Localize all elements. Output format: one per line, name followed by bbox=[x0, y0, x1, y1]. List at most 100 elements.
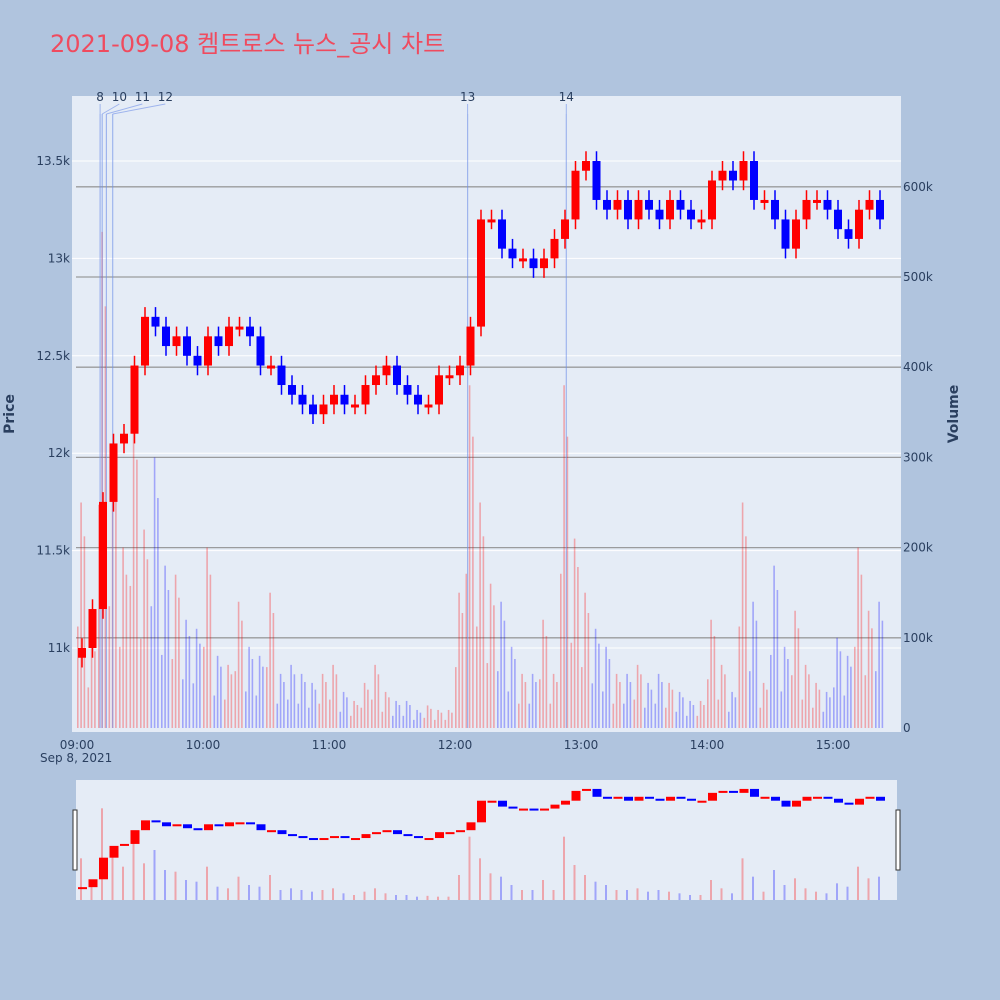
volume-bar bbox=[549, 703, 552, 728]
volume-bar bbox=[577, 566, 579, 728]
volume-bar bbox=[657, 673, 660, 728]
range-candle bbox=[214, 824, 224, 827]
volume-bar bbox=[164, 565, 166, 728]
volume-bar bbox=[395, 700, 397, 728]
volume-bar bbox=[371, 699, 373, 728]
volume-bar bbox=[209, 574, 212, 728]
candle-body bbox=[519, 258, 527, 262]
range-candle bbox=[246, 822, 255, 825]
range-volume-bar bbox=[542, 880, 544, 900]
range-candle bbox=[361, 834, 371, 839]
range-volume-bar bbox=[867, 878, 870, 900]
news-marker-label: 14 bbox=[559, 90, 574, 104]
candle-body bbox=[309, 404, 317, 415]
volume-bar bbox=[766, 689, 768, 728]
volume-bar bbox=[615, 673, 618, 728]
range-candle bbox=[655, 798, 665, 801]
candle-body bbox=[613, 199, 622, 210]
volume-bar bbox=[640, 674, 642, 728]
range-volume-bar bbox=[237, 876, 240, 900]
volume-tick-label: 500k bbox=[903, 270, 933, 284]
candle-body bbox=[183, 336, 191, 356]
range-candle bbox=[834, 798, 843, 803]
x-tick-label: 13:00 bbox=[564, 738, 599, 752]
volume-bar bbox=[833, 687, 835, 728]
range-volume-bar bbox=[605, 885, 607, 900]
range-candle bbox=[739, 788, 749, 793]
volume-bar bbox=[812, 707, 814, 728]
candle-body bbox=[582, 161, 590, 171]
volume-bar bbox=[539, 679, 541, 728]
range-handle-left[interactable] bbox=[72, 809, 78, 871]
volume-bar bbox=[426, 705, 429, 728]
volume-bar bbox=[188, 635, 191, 728]
volume-bar bbox=[437, 709, 439, 728]
candle-body bbox=[792, 219, 800, 249]
volume-bar bbox=[602, 691, 604, 728]
volume-bar bbox=[409, 704, 411, 728]
range-candle bbox=[435, 832, 444, 839]
volume-bar bbox=[563, 385, 565, 728]
range-candle bbox=[760, 796, 770, 799]
candle-body bbox=[109, 443, 118, 502]
volume-bar bbox=[276, 703, 279, 728]
range-volume-bar bbox=[594, 881, 597, 900]
candle-body bbox=[781, 219, 790, 249]
candle-body bbox=[445, 375, 454, 379]
volume-bar bbox=[342, 691, 345, 728]
range-candle bbox=[382, 830, 392, 833]
volume-bar bbox=[682, 697, 684, 728]
range-candle bbox=[477, 800, 486, 823]
volume-bar bbox=[619, 681, 621, 728]
range-candle bbox=[603, 796, 612, 799]
volume-bar bbox=[251, 658, 254, 728]
volume-bar bbox=[710, 619, 712, 728]
range-volume-bar bbox=[510, 885, 513, 900]
volume-bar bbox=[332, 664, 334, 728]
volume-bar bbox=[531, 673, 534, 728]
range-candle bbox=[697, 800, 707, 803]
volume-bar bbox=[182, 679, 184, 728]
range-volume-bar bbox=[531, 890, 534, 900]
range-volume-bar bbox=[752, 876, 754, 900]
volume-bar bbox=[717, 699, 720, 728]
range-candle bbox=[141, 820, 150, 831]
volume-bar bbox=[122, 547, 124, 728]
volume-bar bbox=[262, 666, 264, 728]
volume-bar bbox=[707, 679, 709, 728]
candle-body bbox=[277, 365, 286, 386]
volume-bar bbox=[696, 715, 699, 728]
range-volume-bar bbox=[731, 893, 733, 900]
range-volume-bar bbox=[783, 885, 786, 900]
candle-body bbox=[435, 375, 443, 405]
volume-bar bbox=[339, 711, 342, 728]
volume-bar bbox=[864, 675, 867, 728]
volume-bar bbox=[514, 658, 516, 728]
range-volume-bar bbox=[626, 890, 628, 900]
price-tick-label: 13k bbox=[48, 251, 70, 265]
volume-bar bbox=[192, 683, 195, 728]
price-tick-label: 12.5k bbox=[36, 349, 70, 363]
range-candle bbox=[414, 836, 423, 839]
range-candle bbox=[277, 830, 287, 835]
volume-bar bbox=[465, 573, 468, 728]
price-tick-label: 11k bbox=[48, 641, 70, 655]
range-volume-bar bbox=[290, 888, 292, 900]
volume-bar bbox=[665, 707, 667, 728]
range-candle bbox=[792, 800, 801, 807]
range-volume-bar bbox=[174, 871, 177, 900]
volume-bar bbox=[213, 695, 216, 728]
volume-bar bbox=[573, 538, 576, 728]
range-candle bbox=[529, 808, 539, 811]
volume-bar bbox=[738, 626, 741, 728]
candle-body bbox=[414, 394, 422, 405]
range-handle-right[interactable] bbox=[895, 809, 901, 871]
volume-bar bbox=[846, 655, 849, 728]
candle-body bbox=[760, 199, 769, 203]
news-marker-label: 11 bbox=[135, 90, 150, 104]
volume-bar bbox=[423, 717, 426, 728]
volume-bar bbox=[605, 646, 607, 728]
volume-bar bbox=[458, 592, 460, 728]
volume-bar bbox=[581, 667, 583, 728]
